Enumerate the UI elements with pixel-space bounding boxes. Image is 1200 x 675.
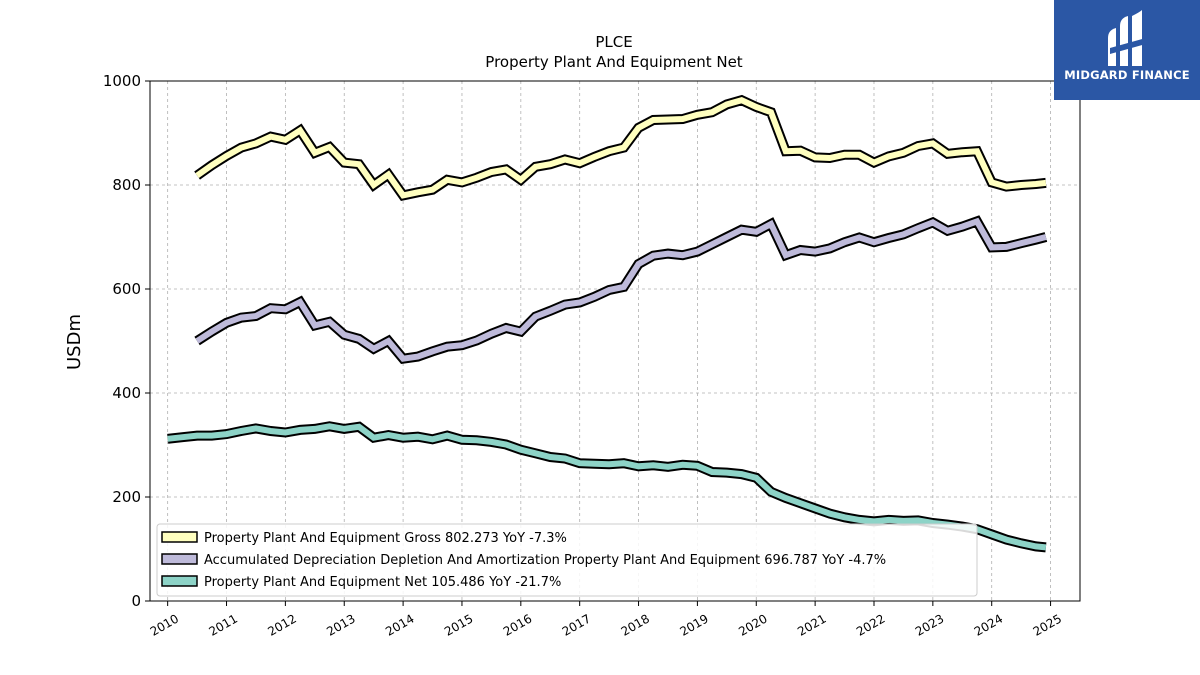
x-tick-label: 2013 [324,611,357,638]
series-layer [167,94,1048,553]
x-tick-label: 2010 [148,611,181,638]
x-tick-label: 2024 [972,611,1005,638]
y-tick-label: 600 [112,280,141,298]
x-tick-label: 2011 [207,611,240,638]
x-tick-label: 2017 [560,611,593,638]
series-stroke [195,217,1047,362]
y-tick-label: 200 [112,488,141,506]
y-tick-label: 0 [131,592,141,610]
series-stroke [167,423,1047,551]
y-tick-label: 400 [112,384,141,402]
x-tick-label: 2015 [442,611,475,638]
x-tick-label: 2025 [1031,611,1064,638]
legend-label: Property Plant And Equipment Gross 802.2… [204,531,567,546]
legend-label: Property Plant And Equipment Net 105.486… [204,575,561,590]
legend-box [156,523,978,597]
series-line-1 [194,94,1047,201]
legend-label: Accumulated Depreciation Depletion And A… [204,553,886,568]
legend-swatch [161,575,198,587]
plot-frame [149,80,1081,602]
x-tick-label: 2023 [913,611,946,638]
y-axis-label: USDm [64,314,85,370]
brand-logo: MIDGARD FINANCE [1054,0,1200,100]
grid-lines [150,81,1080,601]
x-tick-label: 2012 [265,611,298,638]
chart-ticker: PLCE [595,33,632,51]
midgard-logo-icon [1108,10,1146,66]
series-line-2 [194,215,1048,365]
x-tick-label: 2020 [736,611,769,638]
y-axis-ticks: 0 200 400 600 800 1000 [103,72,150,610]
x-tick-label: 2019 [677,611,710,638]
series-line-3 [167,421,1047,553]
x-axis-ticks: 2010 2011 2012 2013 2014 2015 2016 2017 2018 2019… [148,601,1064,639]
x-tick-label: 2014 [383,611,416,638]
legend-swatch [161,531,198,543]
x-tick-label: 2018 [619,611,652,638]
series-stroke [195,97,1047,199]
x-tick-label: 2022 [854,611,887,638]
chart-title: Property Plant And Equipment Net [485,53,742,71]
x-tick-label: 2016 [501,611,534,638]
legend: Property Plant And Equipment Gross 802.2… [156,523,978,597]
legend-swatch [161,553,198,565]
logo-text: MIDGARD FINANCE [1064,68,1190,82]
y-tick-label: 1000 [103,72,141,90]
x-tick-label: 2021 [795,611,828,638]
y-tick-label: 800 [112,176,141,194]
